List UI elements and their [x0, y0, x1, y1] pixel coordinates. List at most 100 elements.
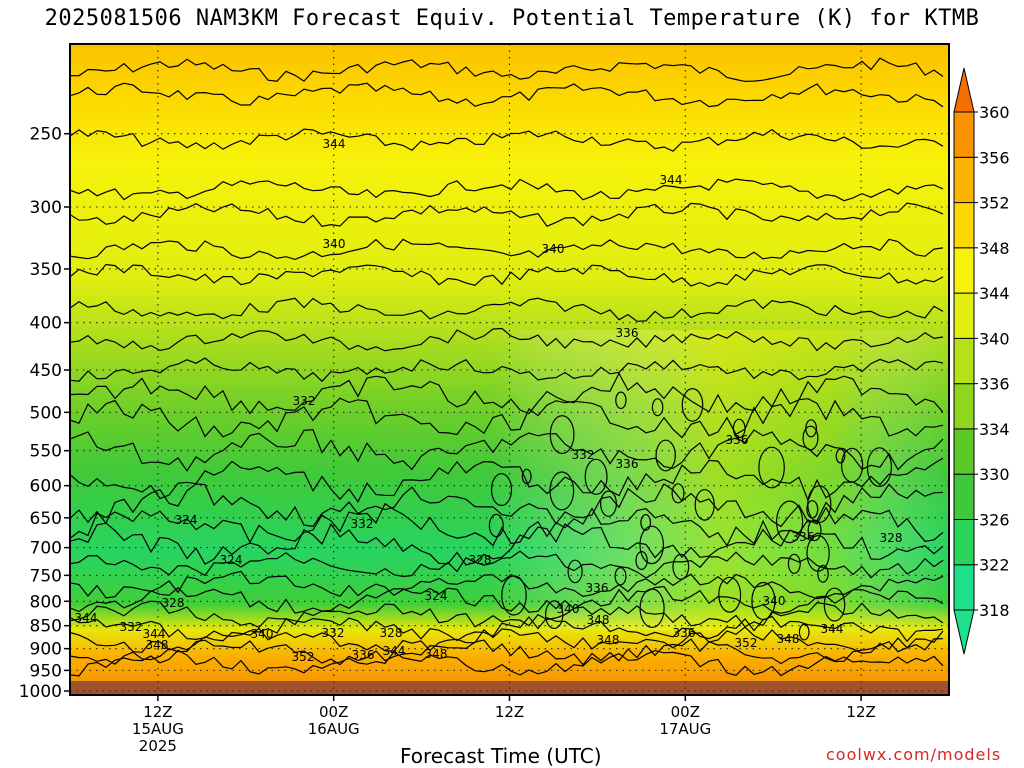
- y-tick-label: 300: [30, 198, 62, 218]
- contour-label: 332: [322, 626, 345, 640]
- x-axis-label: Forecast Time (UTC): [400, 744, 602, 768]
- x-tick-label: 2025: [139, 737, 177, 755]
- contour-label: 340: [323, 237, 346, 251]
- y-tick-label: 550: [30, 442, 62, 462]
- contour-label: 348: [146, 638, 169, 652]
- contour-label: 328: [469, 553, 492, 567]
- contour-label: 336: [586, 581, 609, 595]
- contour-cell: [549, 471, 575, 511]
- contour-label: 332: [351, 517, 374, 531]
- colorbar-label: 330: [979, 465, 1010, 484]
- contour-cell: [807, 485, 832, 524]
- contour-cell: [549, 415, 575, 455]
- contour-label: 340: [557, 602, 580, 616]
- colorbar-swatch: [953, 473, 975, 521]
- colorbar-label: 352: [979, 194, 1010, 213]
- contour-line: [70, 522, 944, 566]
- colorbar-swatch: [953, 247, 975, 294]
- contour-cell: [681, 388, 704, 422]
- contour-cell: [651, 398, 664, 417]
- colorbar-label: 344: [979, 284, 1010, 303]
- contour-cell: [840, 447, 864, 483]
- contour-cell: [635, 550, 648, 570]
- contour-line: [70, 429, 944, 472]
- contour-line: [70, 57, 944, 83]
- contour-line: [70, 457, 944, 503]
- contour-cell: [655, 439, 676, 472]
- y-tick-label: 1000: [19, 682, 62, 702]
- contour-line: [70, 483, 944, 528]
- contour-line: [70, 372, 944, 415]
- colorbar-label: 318: [979, 601, 1010, 620]
- contour-label: 340: [763, 594, 786, 608]
- colorbar-extend-top: [953, 67, 975, 113]
- contour-label: 340: [542, 242, 565, 256]
- colorbar-swatch: [953, 202, 975, 249]
- contour-cell: [488, 513, 504, 538]
- x-tick-label: 00Z: [671, 703, 700, 721]
- contour-line: [70, 327, 944, 352]
- contour-label: 348: [597, 633, 620, 647]
- x-tick-label: 16AUG: [308, 720, 360, 738]
- credit-link[interactable]: coolwx.com/models: [826, 745, 1002, 764]
- contour-line: [70, 502, 944, 547]
- contour-label: 332: [572, 448, 595, 462]
- contour-label: 352: [735, 636, 758, 650]
- colorbar-swatch: [953, 156, 975, 204]
- contour-label: 344: [143, 627, 166, 641]
- contour-label: 348: [425, 647, 448, 661]
- contour-cell: [639, 525, 664, 565]
- x-tick-label: 12Z: [495, 703, 524, 721]
- y-axis: 250 300 350 400 450 500 550 600 650 700 750 800 850 9…: [19, 125, 70, 702]
- contour-cell: [732, 418, 746, 439]
- grid-lines: [70, 44, 949, 695]
- contour-label: 352: [292, 650, 315, 664]
- contour-lines: [70, 57, 944, 677]
- contour-line: [70, 238, 944, 261]
- colorbar-label: 334: [979, 420, 1010, 439]
- y-tick-label: 900: [30, 640, 62, 660]
- contour-cell: [615, 391, 627, 410]
- contour-label: 328: [880, 531, 903, 545]
- y-tick-label: 700: [30, 539, 62, 559]
- y-tick-label: 350: [30, 260, 62, 280]
- contour-cell: [806, 535, 830, 572]
- contour-line: [70, 82, 944, 108]
- contour-label: 348: [777, 632, 800, 646]
- contour-cell: [671, 483, 685, 504]
- x-tick-label: 12Z: [846, 703, 875, 721]
- contour-label: 324: [425, 589, 448, 603]
- contour-cell: [758, 446, 785, 489]
- colorbar-extend-bottom: [953, 609, 975, 655]
- colorbar-label: 336: [979, 375, 1010, 394]
- contour-label: 328: [162, 596, 185, 610]
- contour-cell: [639, 588, 665, 629]
- contour-label: 336: [616, 326, 639, 340]
- contour-cell: [599, 490, 617, 517]
- contour-labels: 344 344 340 340 336 336 332 332 336 324 332 324 328 3…: [75, 137, 903, 664]
- colorbar-label: 356: [979, 148, 1010, 167]
- contour-line: [70, 615, 944, 643]
- y-tick-label: 750: [30, 566, 62, 586]
- contour-label: 328: [380, 626, 403, 640]
- contour-cell: [567, 559, 583, 584]
- contour-line: [70, 570, 944, 600]
- contour-cell: [866, 447, 893, 488]
- contour-label: 344: [75, 611, 98, 625]
- contour-label: 336: [726, 433, 749, 447]
- x-tick-label: 12Z: [143, 703, 172, 721]
- contour-line: [70, 263, 944, 288]
- contour-cell: [807, 519, 822, 542]
- contour-label: 344: [323, 137, 346, 151]
- contour-label: 336: [352, 648, 375, 662]
- colorbar-label: 322: [979, 556, 1010, 575]
- colorbar-swatch: [953, 383, 975, 430]
- contour-cell: [694, 489, 715, 521]
- contour-label: 336: [673, 626, 696, 640]
- y-tick-label: 600: [30, 477, 62, 497]
- y-tick-label: 850: [30, 617, 62, 637]
- contour-cell: [817, 564, 829, 583]
- contour-line: [70, 357, 944, 383]
- contour-cell: [545, 600, 564, 630]
- x-tick-label: 15AUG: [132, 720, 184, 738]
